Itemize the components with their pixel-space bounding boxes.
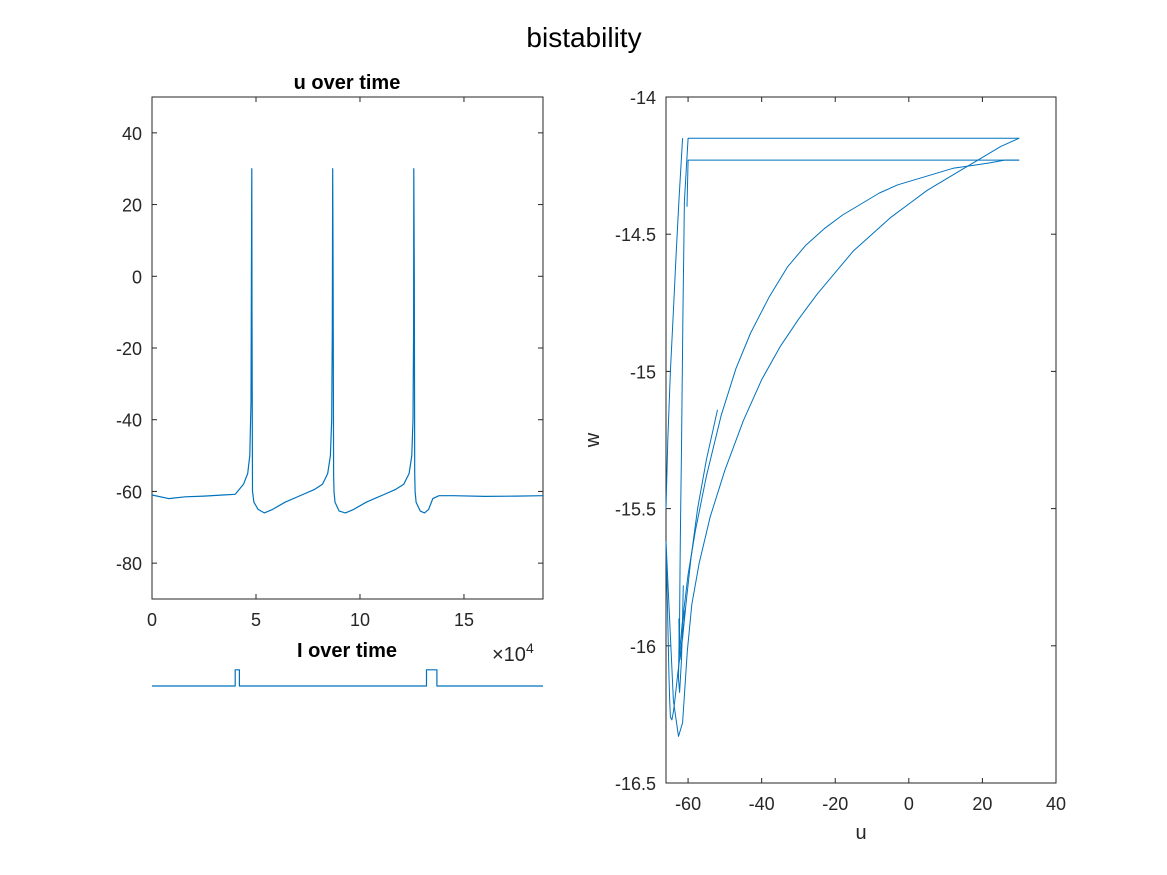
u-over-time-title: u over time [294,72,401,94]
phase-plane-y-tick-label: -15.5 [615,500,656,520]
i-over-time-title: I over time [297,640,397,662]
phase-plane-series-line-5 [678,159,1020,655]
phase-plane-y-tick-label: -14.5 [615,225,656,245]
phase-plane-series-line-8 [678,409,718,660]
u-over-time-y-tick-label: -40 [116,411,142,431]
u-over-time-y-tick-label: -60 [116,482,142,502]
phase-plane-x-tick-label: 0 [904,794,914,814]
u-over-time-x-tick-label: 0 [147,610,157,630]
phase-plane-axes: -60 -40 -20 0 20 40 -14 -14.5 -15 -15.5 -16 -16.5 u… [582,88,1066,844]
x-exponent-base: ×10 [492,644,526,666]
phase-plane-y-tick-label: -14 [630,88,656,108]
u-over-time-x-tick-label: 15 [454,610,474,630]
phase-plane-series-line-7 [678,585,684,693]
phase-plane-x-tick-label: -40 [749,794,775,814]
u-over-time-x-tick-label: 10 [350,610,370,630]
phase-plane-ticks: -60 -40 -20 0 20 40 -14 -14.5 -15 -15.5 -16 -16.5 [615,88,1066,814]
i-over-time-axes: I over time [152,640,543,687]
phase-plane-y-tick-label: -16.5 [615,774,656,794]
phase-plane-x-tick-label: -20 [822,794,848,814]
phase-plane-series-line-3 [678,201,685,655]
phase-plane-y-tick-label: -15 [630,362,656,382]
u-over-time-y-tick-label: 40 [122,124,142,144]
phase-plane-series-line-4 [665,138,684,509]
u-over-time-y-tick-label: 0 [132,267,142,287]
phase-plane-series-line-1 [665,137,1020,737]
u-over-time-y-tick-label: -80 [116,554,142,574]
i-over-time-lines [152,669,543,687]
u-over-time-series-line-0 [151,168,544,514]
phase-plane-lines [665,137,1020,737]
u-over-time-x-tick-label: 5 [251,610,261,630]
u-over-time-plot-area [151,96,544,600]
u-over-time-lines [151,168,544,514]
phase-plane-series-line-2 [683,137,1020,202]
phase-plane-y-tick-label: -16 [630,637,656,657]
figure-suptitle: bistability [526,22,641,53]
phase-plane-x-tick-label: -60 [675,794,701,814]
u-over-time-x-exponent: ×104 [492,640,534,666]
x-exponent-power: 4 [526,640,534,656]
phase-plane-x-tick-label: 40 [1046,794,1066,814]
u-over-time-axes: u over time 0 5 10 15 40 20 0 -20 -40 -60 -80 ×104 [116,72,544,666]
phase-plane-xlabel: u [855,822,866,844]
u-over-time-ticks: 0 5 10 15 40 20 0 -20 -40 -60 -80 [116,97,543,630]
phase-plane-x-tick-label: 20 [972,794,992,814]
phase-plane-plot-area [665,96,1057,784]
u-over-time-y-tick-label: -20 [116,339,142,359]
phase-plane-ylabel: w [582,432,604,448]
i-over-time-series-line-0 [152,669,543,687]
phase-plane-series-line-6 [686,159,1020,207]
u-over-time-y-tick-label: 20 [122,196,142,216]
